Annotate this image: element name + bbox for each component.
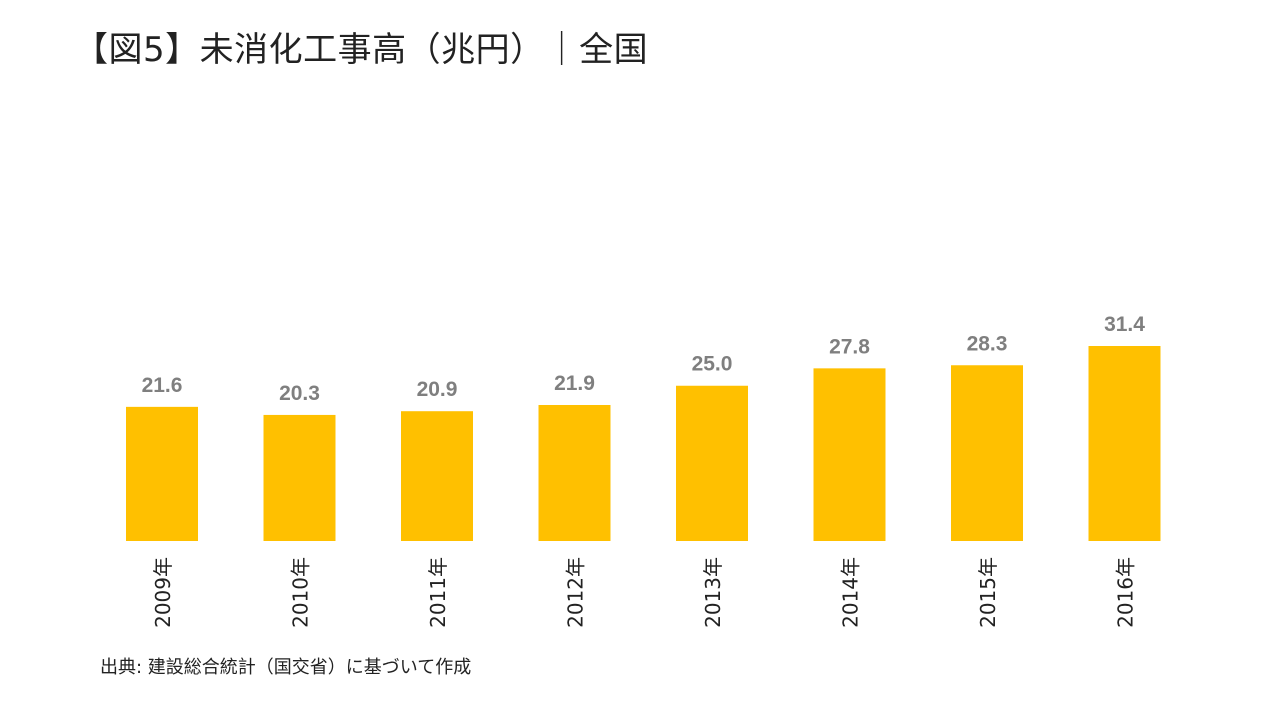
bar-2009年 — [126, 406, 198, 541]
x-tick-label: 2013年 — [701, 557, 725, 628]
bar-2011年 — [401, 411, 473, 541]
value-label: 31.4 — [1104, 313, 1145, 336]
x-tick-label: 2015年 — [976, 557, 1000, 628]
value-label: 28.3 — [967, 332, 1008, 355]
bar-2010年 — [263, 414, 336, 541]
value-label: 21.6 — [142, 374, 183, 397]
bar-2012年 — [538, 404, 611, 541]
value-label: 20.9 — [417, 378, 458, 401]
x-tick-label: 2014年 — [839, 557, 863, 628]
bar-2015年 — [951, 365, 1023, 541]
x-tick-label: 2011年 — [426, 557, 450, 628]
value-label: 20.3 — [279, 382, 320, 405]
bar-2016年 — [1088, 346, 1161, 541]
chart-title: 【図5】未消化工事高（兆円）｜全国 — [74, 30, 649, 70]
source-note: 出典: 建設総合統計（国交省）に基づいて作成 — [100, 657, 472, 678]
x-tick-labels-group: 2009年 2010年 2011年 2012年 2013年 2014年 2015年 2016年 — [151, 557, 1138, 628]
value-label: 21.9 — [554, 372, 595, 395]
bar-2014年 — [813, 368, 886, 541]
bar-2013年 — [676, 385, 748, 541]
x-tick-label: 2010年 — [289, 557, 313, 628]
bars-group — [126, 346, 1161, 541]
value-labels-group: 21.6 20.3 20.9 21.9 25.0 27.8 28.3 31.4 — [142, 313, 1146, 405]
x-tick-label: 2012年 — [564, 557, 588, 628]
x-tick-label: 2016年 — [1114, 557, 1138, 628]
x-tick-label: 2009年 — [151, 557, 175, 628]
value-label: 27.8 — [829, 335, 870, 358]
value-label: 25.0 — [692, 353, 733, 376]
